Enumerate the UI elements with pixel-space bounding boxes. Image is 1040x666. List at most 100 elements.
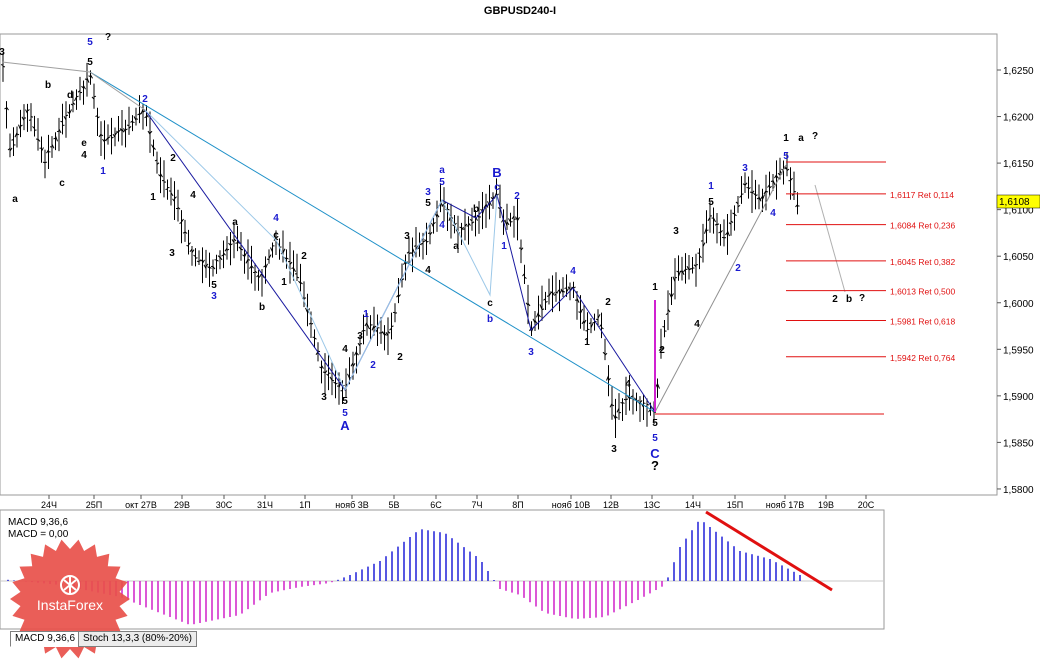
wave-label: 5 xyxy=(342,396,348,407)
wave-label: b xyxy=(473,204,479,215)
time-tick-label: 8П xyxy=(512,500,523,510)
wave-label: 4 xyxy=(694,319,700,330)
tab-stochastic-label: Stoch 13,3,3 (80%-20%) xyxy=(83,633,192,644)
price-tick-label: 1,5950 xyxy=(1003,345,1034,356)
wave-label: 5 xyxy=(87,57,93,68)
price-bar-close xyxy=(644,403,646,404)
price-bar-open xyxy=(29,120,31,121)
wave-label: 3 xyxy=(211,291,217,302)
fib-label: 1,6117 Ret 0,114 xyxy=(890,190,954,200)
wave-label: 3 xyxy=(404,231,410,242)
wave-label: 5 xyxy=(652,418,658,429)
price-tick-label: 1,6000 xyxy=(1003,299,1034,310)
price-bar-open xyxy=(460,227,462,228)
price-bar-close xyxy=(707,230,709,231)
wave-label: 3 xyxy=(357,331,363,342)
price-bar-open xyxy=(593,322,595,323)
price-tick-label: 1,5850 xyxy=(1003,438,1034,449)
wave-label: 3 xyxy=(0,47,5,58)
wave-label: 5 xyxy=(783,151,789,162)
price-bar-open xyxy=(57,131,59,132)
wave-label: 2 xyxy=(170,153,176,164)
price-bar-open xyxy=(771,181,773,182)
wave-label: 2 xyxy=(514,191,520,202)
price-bar-open xyxy=(85,79,87,80)
wave-label: c xyxy=(494,182,500,193)
time-tick-label: 29В xyxy=(174,500,190,510)
time-tick-label: 25П xyxy=(86,500,102,510)
price-bar-close xyxy=(199,261,201,262)
wave-label: 1 xyxy=(150,192,156,203)
wave-label: 3 xyxy=(169,248,175,259)
wave-label: 5 xyxy=(425,198,431,209)
price-bar-open xyxy=(267,259,269,260)
price-bar-open xyxy=(43,162,45,163)
time-tick-label: 19В xyxy=(818,500,834,510)
wave-label: 4 xyxy=(770,208,776,219)
wave-label: ? xyxy=(651,458,659,473)
time-tick-label: 14Ч xyxy=(685,500,701,510)
wave-label: c xyxy=(273,230,279,241)
wave-label: b xyxy=(259,302,265,313)
wave-label: 1 xyxy=(708,181,714,192)
wave-label: B xyxy=(492,165,501,180)
price-bar-close xyxy=(311,324,313,325)
price-bar-open xyxy=(722,237,724,238)
price-bar-close xyxy=(241,249,243,250)
wave-label: 2 xyxy=(301,251,307,262)
wave-label: d xyxy=(67,90,73,101)
price-tick-label: 1,6250 xyxy=(1003,66,1034,77)
wave-label: a xyxy=(439,165,445,176)
wave-label: 5 xyxy=(87,37,93,48)
wave-label: 5 xyxy=(708,197,714,208)
tab-macd[interactable]: MACD 9,36,6 xyxy=(10,631,80,647)
price-bar-open xyxy=(414,246,416,247)
wave-label: 5 xyxy=(439,177,445,188)
wave-label: a xyxy=(12,194,18,205)
wave-label: 1 xyxy=(783,133,789,144)
price-tick-label: 1,6150 xyxy=(1003,159,1034,170)
wave-label: 2 xyxy=(659,345,665,356)
time-tick-label: 5В xyxy=(388,500,399,510)
chart-title: GBPUSD240-I xyxy=(484,5,556,17)
price-bar-open xyxy=(428,233,430,234)
wave-label: 1 xyxy=(100,166,106,177)
wave-label: 4 xyxy=(81,150,87,161)
wave-label: a xyxy=(232,217,238,228)
wave-label: a xyxy=(453,241,459,252)
price-bar-close xyxy=(563,291,565,292)
price-bar-open xyxy=(89,76,91,77)
price-tick-label: 1,6050 xyxy=(1003,252,1034,263)
time-tick-label: 20С xyxy=(858,500,875,510)
price-bar-open xyxy=(236,243,238,244)
price-bar-close xyxy=(304,298,306,299)
wave-label: 2 xyxy=(605,297,611,308)
wave-label: e xyxy=(81,138,87,149)
price-bar-open xyxy=(12,140,14,141)
wave-label: 3 xyxy=(673,226,679,237)
wave-label: 5 xyxy=(211,280,217,291)
wave-label: ? xyxy=(859,293,865,304)
time-tick-label: 15П xyxy=(727,500,743,510)
wave-label: 1 xyxy=(652,282,658,293)
last-price-label: 1,6108 xyxy=(999,197,1030,208)
wave-label: 2 xyxy=(832,294,838,305)
wave-label: c xyxy=(59,178,65,189)
fib-label: 1,6084 Ret 0,236 xyxy=(890,221,955,231)
wave-label: 2 xyxy=(370,360,376,371)
wave-label: 5 xyxy=(652,433,658,444)
time-tick-label: 31Ч xyxy=(257,500,273,510)
wave-label: ? xyxy=(812,131,818,142)
wave-label: 1 xyxy=(501,241,507,252)
wave-label: 4 xyxy=(439,220,445,231)
price-bar-open xyxy=(663,327,665,328)
last-price-marker: 1,6108 xyxy=(997,195,1040,208)
tab-stochastic[interactable]: Stoch 13,3,3 (80%-20%) xyxy=(78,631,197,647)
time-tick-label: 24Ч xyxy=(41,500,57,510)
wave-label: 4 xyxy=(342,344,348,355)
fib-label: 1,5981 Ret 0,618 xyxy=(890,316,955,326)
price-bar-close xyxy=(31,117,33,118)
wave-label: 4 xyxy=(425,265,431,276)
time-tick-label: окт 27В xyxy=(125,500,157,510)
